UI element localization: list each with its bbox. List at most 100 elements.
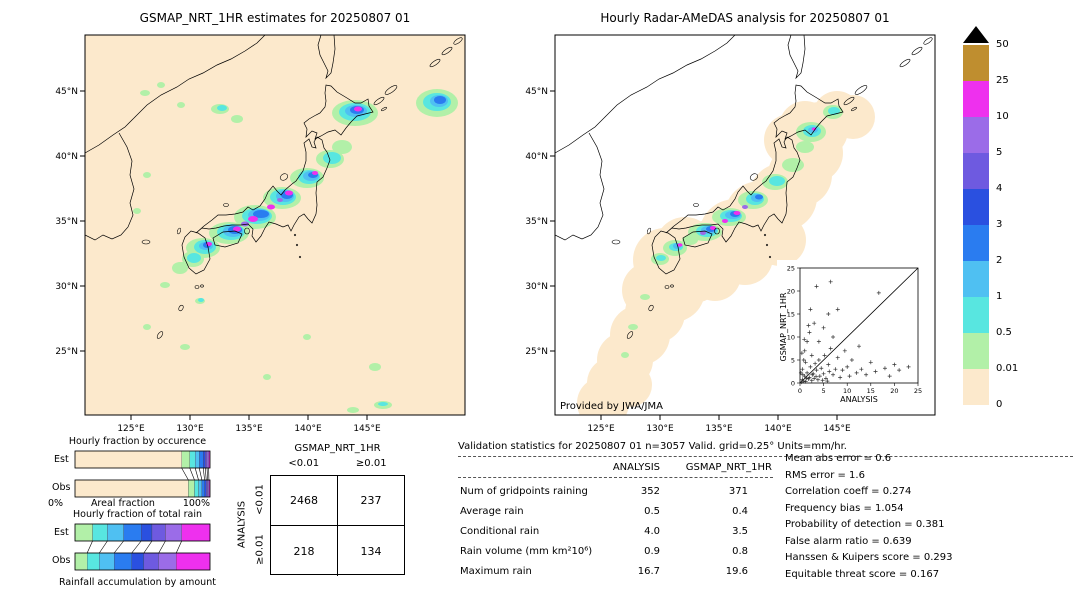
precip-blob — [710, 226, 716, 230]
total-rain-title: Hourly fraction of total rain — [73, 509, 202, 520]
scatter-point — [897, 368, 902, 373]
scatter-point — [813, 361, 818, 366]
coastline — [651, 230, 681, 275]
scatter-point — [812, 376, 817, 381]
scatter-point — [828, 346, 833, 351]
coastline — [212, 230, 243, 248]
island-outline — [664, 285, 670, 289]
stats-row-label: Num of gridpoints raining — [460, 486, 588, 497]
occurrence-title: Hourly fraction by occurence — [68, 436, 207, 447]
coastline — [555, 132, 605, 241]
divider-dashed — [458, 477, 773, 478]
scatter-point — [806, 323, 811, 328]
precip-blob — [742, 205, 748, 209]
island-outline — [911, 46, 923, 56]
scatter-point — [803, 360, 808, 365]
bar-connector — [99, 540, 108, 554]
stats-gsmap-value: 371 — [728, 486, 748, 497]
contingency-row-label-ge: ≥0.01 — [254, 534, 266, 565]
precip-blob — [217, 105, 227, 111]
bar-segment — [207, 479, 210, 498]
lat-tick-label: 25°N — [55, 347, 78, 357]
areal-100-label: 100% — [182, 498, 210, 509]
island-outline — [714, 227, 720, 235]
bar-outline — [74, 552, 211, 571]
lon-tick-label: 125°E — [117, 424, 145, 434]
lon-tick-label: 130°E — [646, 424, 674, 434]
scatter-point — [814, 368, 819, 373]
colorbar-cells — [963, 45, 989, 405]
precip-blob — [303, 334, 311, 340]
lon-tick-label: 130°E — [176, 424, 204, 434]
precip-blob — [277, 198, 283, 202]
bar-outline — [74, 479, 211, 498]
contingency-col-group: GSMAP_NRT_1HR — [294, 443, 381, 454]
inset-y-tick-label: 20 — [787, 288, 795, 296]
scatter-point — [849, 358, 854, 362]
scatter-point — [859, 367, 864, 372]
coastline — [665, 136, 801, 243]
bar-segment — [195, 450, 200, 469]
colorbar-cell — [963, 117, 989, 153]
precip-blob — [143, 172, 151, 178]
accumulation-axis-label: Rainfall accumulation by amount — [59, 577, 216, 588]
island-outline — [626, 331, 634, 339]
scatter-point — [801, 379, 806, 384]
coastline — [787, 35, 806, 80]
stats-gsmap-value: 0.8 — [732, 546, 748, 557]
bar-connector — [198, 467, 203, 481]
metrics-list: Mean abs error = 0.6 RMS error = 1.6 Corre… — [785, 453, 1075, 585]
island-outline — [923, 37, 933, 45]
scatter-point — [805, 370, 810, 375]
bar-connector — [143, 540, 153, 554]
scatter-point — [807, 330, 812, 335]
precip-blob — [682, 235, 698, 245]
bar-segment — [92, 523, 108, 542]
radar-coverage-area — [689, 249, 741, 301]
precip-blob — [133, 208, 141, 214]
precip-blob — [248, 216, 258, 222]
bar-segment — [165, 523, 182, 542]
scatter-point — [845, 364, 850, 369]
scatter-point — [826, 312, 831, 316]
bar-segment — [141, 523, 153, 542]
scatter-point — [819, 366, 824, 371]
precip-blob — [782, 158, 804, 172]
stats-row: Maximum rain 16.7 19.6 — [458, 562, 778, 582]
scatter-point — [799, 351, 804, 356]
island-outline — [176, 227, 182, 235]
bar-connector — [204, 467, 207, 481]
coastline — [181, 230, 211, 275]
map-background — [85, 35, 465, 415]
inset-scatter: 00 5 5 10 10 15 15 20 20 25 25 ANALYSIS GSMAP_NRT_1H… — [777, 260, 933, 408]
stats-analysis-value: 352 — [640, 486, 660, 497]
scatter-point — [805, 339, 810, 344]
bar-outline — [74, 450, 211, 469]
island-outline — [899, 58, 911, 68]
inset-y-tick-label: 15 — [787, 311, 795, 319]
colorbar-cell — [963, 333, 989, 369]
stats-analysis-value: 0.5 — [644, 506, 660, 517]
metric-line: Correlation coeff = 0.274 — [785, 486, 912, 497]
scatter-point — [809, 353, 814, 358]
scatter-point — [803, 379, 808, 384]
precip-blob — [267, 204, 275, 210]
scatter-point — [831, 335, 836, 339]
lon-tick-label: 140°E — [294, 424, 322, 434]
areal-0-label: 0% — [48, 498, 64, 509]
bar-connector — [86, 540, 93, 554]
map-frame — [554, 34, 936, 416]
bar-segment — [203, 450, 206, 469]
scatter-point — [823, 376, 828, 381]
inset-x-tick-label: 15 — [867, 387, 875, 395]
precip-blob — [160, 282, 170, 288]
island-outline — [765, 243, 769, 247]
colorbar-label: 0 — [996, 399, 1003, 410]
lat-tick-label: 40°N — [525, 152, 548, 162]
scatter-point — [807, 375, 812, 380]
bar-segment — [176, 552, 211, 571]
scatter-point — [835, 355, 840, 360]
metric-line: RMS error = 1.6 — [785, 469, 865, 481]
precip-blob — [434, 96, 446, 104]
metric-line: Probability of detection = 0.381 — [785, 519, 945, 530]
